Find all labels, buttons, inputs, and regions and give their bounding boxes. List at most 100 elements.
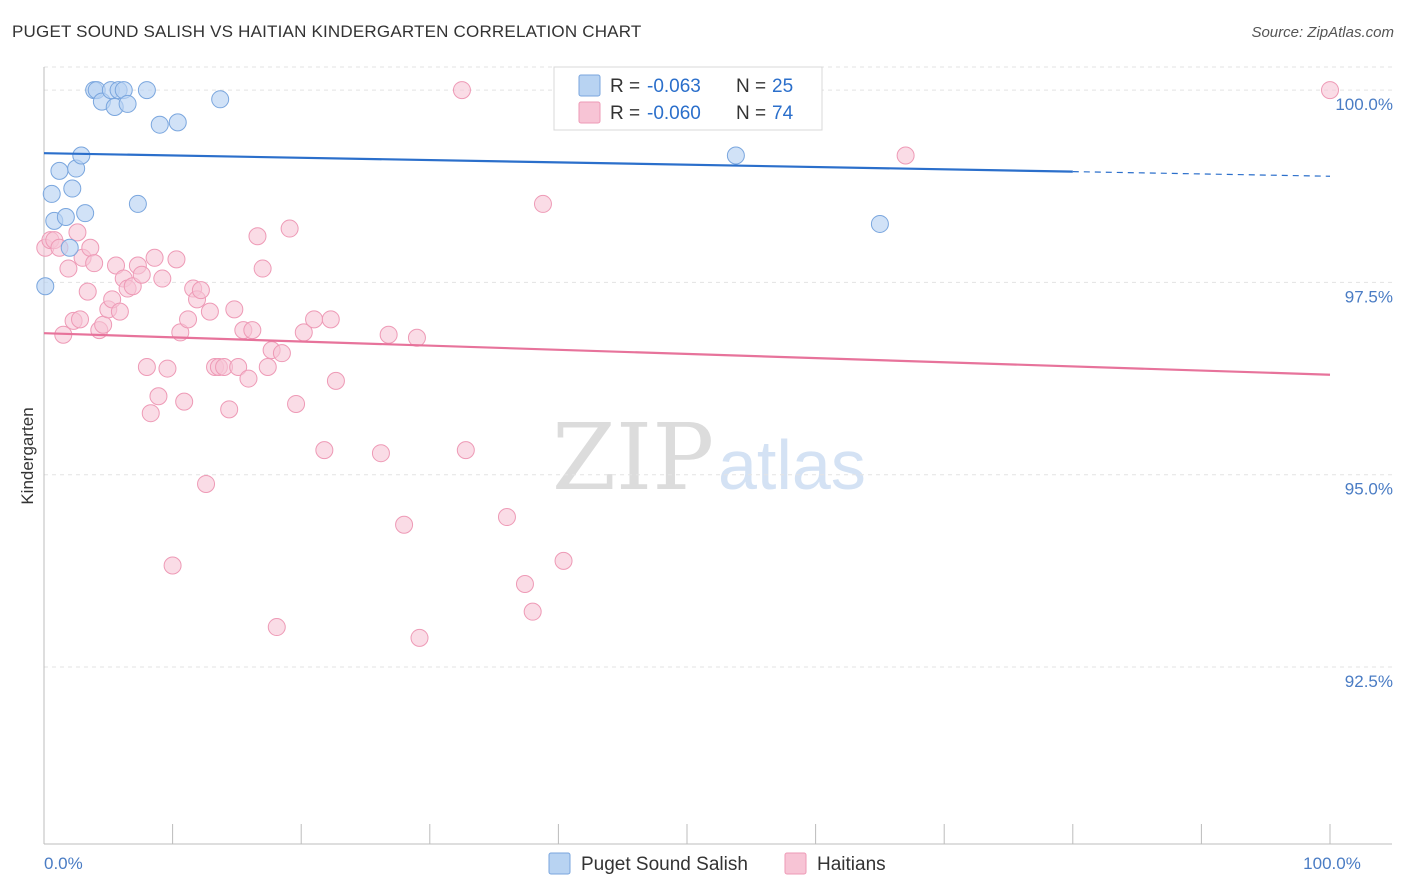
stats-legend-n-label: N = [736,76,766,97]
haitians-point [452,81,471,100]
watermark-atlas: atlas [718,426,866,504]
haitians-point [280,219,299,238]
puget-sound-salish-point [42,184,61,203]
stats-legend-r-label: R = [610,76,640,97]
haitians-point [149,387,168,406]
source-credit: Source: ZipAtlas.com [1251,24,1394,41]
haitians-point [315,441,334,460]
stats-legend-r-value: -0.060 [647,103,701,124]
bottom-legend-swatch-blue [548,852,571,875]
y-tick-label: 92.5% [1345,672,1393,691]
haitians-point [59,259,78,278]
haitians-point [407,328,426,347]
haitians-point [175,392,194,411]
haitians-point [220,400,239,419]
haitians-point [267,618,286,637]
haitians-point [287,394,306,413]
haitians-point [179,310,198,329]
bottom-legend-swatch-pink [784,852,807,875]
haitians-point [497,508,516,527]
puget-sound-salish-point [72,146,91,165]
haitians-point [896,146,915,165]
haitians-point [243,321,262,340]
haitians-point [371,444,390,463]
haitians-point [85,254,104,273]
haitians-point [1321,81,1339,100]
puget-sound-salish-points [36,81,889,296]
y-tick-label: 100.0% [1335,95,1393,114]
puget-sound-salish-point [76,204,95,223]
haitians-trend-line [43,332,1331,376]
haitians-point [395,515,414,534]
haitians-point [197,474,216,493]
haitians-point [258,358,277,377]
haitians-point [68,223,87,242]
chart-title: PUGET SOUND SALISH VS HAITIAN KINDERGART… [12,22,642,41]
x-tick-label: 0.0% [44,854,83,873]
haitians-point [253,259,272,278]
stats-legend-r-value: -0.063 [647,76,701,97]
bottom-legend-label-haitians: Haitians [817,854,886,875]
haitians-point [191,281,210,300]
puget-sound-salish-point [36,277,55,296]
bottom-legend-label-puget-sound-salish: Puget Sound Salish [581,854,748,875]
puget-sound-salish-point [63,179,82,198]
puget-sound-salish-point [168,113,187,132]
haitians-point [272,344,291,363]
stats-legend-n-value: 74 [772,103,794,124]
haitians-point [200,302,219,321]
haitians-point [81,238,100,257]
haitians-point [305,310,324,329]
haitians-point [163,556,182,575]
haitians-point [239,369,258,388]
stats-legend-r-label: R = [610,103,640,124]
haitians-point [515,574,534,593]
haitians-point [141,404,160,423]
puget-sound-salish-point [150,115,169,134]
haitians-point [554,551,573,570]
haitians-point [153,269,172,288]
stats-legend-n-label: N = [736,103,766,124]
haitians-point [410,628,429,647]
puget-sound-salish-point [60,238,79,257]
haitians-point [225,300,244,319]
haitians-point [167,250,186,269]
x-tick-label: 100.0% [1303,854,1361,873]
puget-sound-salish-point [56,208,75,227]
stats-legend-swatch-blue [578,74,601,97]
stats-legend-n-value: 25 [772,76,793,97]
haitians-point [379,325,398,344]
stats-legend-swatch-pink [578,101,601,124]
haitians-point [78,282,97,301]
stats-legend: R = -0.063 N = 25 R = -0.060 N = 74 [553,66,823,131]
puget-sound-salish-point [50,161,69,180]
haitians-point [158,359,177,378]
puget-sound-salish-trend-extension [1072,171,1331,177]
haitians-points [36,81,1339,647]
haitians-point [248,227,267,246]
haitians-point [326,371,345,390]
haitians-point [145,248,164,267]
puget-sound-salish-point [726,146,745,165]
watermark-zip: ZIP [552,404,714,511]
haitians-point [456,441,475,460]
trend-lines [43,152,1331,376]
haitians-point [71,310,90,329]
haitians-point [137,358,156,377]
watermark: ZIP atlas [552,404,866,511]
haitians-point [94,315,113,334]
y-tick-labels: 92.5% 95.0% 97.5% 100.0% [1335,95,1393,691]
y-axis-title: Kindergarten [18,407,37,504]
x-tick-labels: 0.0% 100.0% [44,854,1361,873]
haitians-point [229,358,248,377]
puget-sound-salish-point [211,90,230,109]
y-tick-label: 97.5% [1345,287,1393,306]
puget-sound-salish-point [128,194,147,213]
haitians-point [533,194,552,213]
haitians-point [321,310,340,329]
bottom-legend: Puget Sound Salish Haitians [548,852,886,875]
puget-sound-salish-point [118,94,137,113]
haitians-point [523,602,542,621]
puget-sound-salish-point [870,214,889,233]
